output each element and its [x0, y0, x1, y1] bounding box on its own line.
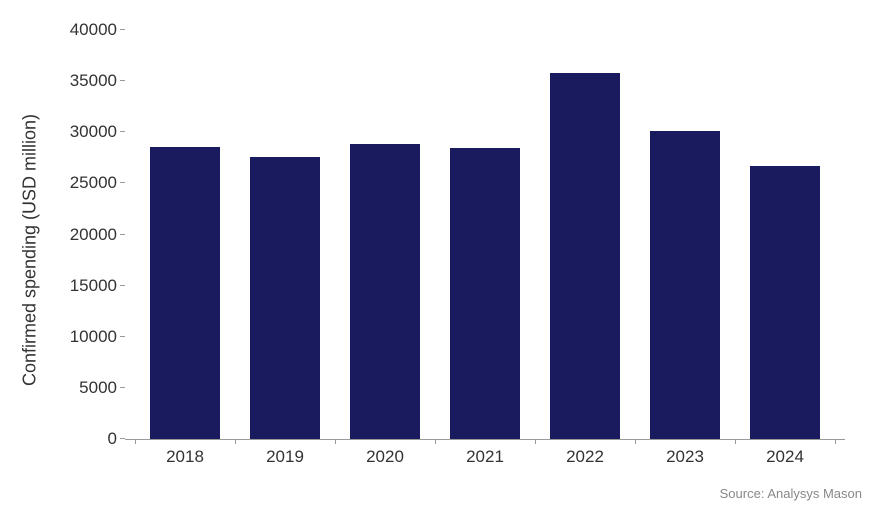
y-tick-mark — [120, 387, 125, 388]
bar-slot: 2021 — [435, 30, 535, 439]
x-tick-mark — [135, 439, 136, 444]
bar — [450, 148, 520, 439]
bar-chart: Confirmed spending (USD million) 2018201… — [40, 20, 860, 480]
y-tick-label: 0 — [108, 429, 117, 449]
y-axis-label: Confirmed spending (USD million) — [20, 114, 41, 386]
y-tick-mark — [120, 234, 125, 235]
bars-group: 2018201920202021202220232024 — [125, 30, 845, 439]
y-tick-mark — [120, 182, 125, 183]
y-tick-mark — [120, 285, 125, 286]
y-tick-mark — [120, 80, 125, 81]
bar-slot: 2024 — [735, 30, 835, 439]
y-tick-label: 30000 — [70, 122, 117, 142]
y-tick-label: 10000 — [70, 327, 117, 347]
x-tick-mark — [535, 439, 536, 444]
x-tick-label: 2023 — [666, 447, 704, 467]
bar-slot: 2019 — [235, 30, 335, 439]
bar — [750, 166, 820, 439]
y-tick-label: 35000 — [70, 71, 117, 91]
x-tick-mark — [235, 439, 236, 444]
bar — [250, 157, 320, 439]
y-tick-label: 40000 — [70, 20, 117, 40]
y-tick-mark — [120, 438, 125, 439]
bar — [350, 144, 420, 440]
bar-slot: 2022 — [535, 30, 635, 439]
bar-slot: 2020 — [335, 30, 435, 439]
x-tick-label: 2019 — [266, 447, 304, 467]
y-tick-label: 20000 — [70, 225, 117, 245]
x-tick-mark — [735, 439, 736, 444]
x-tick-label: 2024 — [766, 447, 804, 467]
x-tick-label: 2018 — [166, 447, 204, 467]
y-tick-label: 5000 — [79, 378, 117, 398]
source-attribution: Source: Analysys Mason — [720, 486, 862, 501]
x-tick-mark — [335, 439, 336, 444]
plot-area: 2018201920202021202220232024 05000100001… — [125, 30, 845, 440]
x-tick-mark — [635, 439, 636, 444]
y-tick-mark — [120, 131, 125, 132]
y-tick-label: 15000 — [70, 276, 117, 296]
bar — [150, 147, 220, 439]
y-tick-label: 25000 — [70, 173, 117, 193]
bar-slot: 2023 — [635, 30, 735, 439]
bar-slot: 2018 — [135, 30, 235, 439]
x-tick-label: 2020 — [366, 447, 404, 467]
y-tick-mark — [120, 29, 125, 30]
x-tick-mark — [835, 439, 836, 444]
y-tick-mark — [120, 336, 125, 337]
x-tick-label: 2021 — [466, 447, 504, 467]
bar — [650, 131, 720, 439]
bar — [550, 73, 620, 439]
x-tick-label: 2022 — [566, 447, 604, 467]
x-tick-mark — [435, 439, 436, 444]
